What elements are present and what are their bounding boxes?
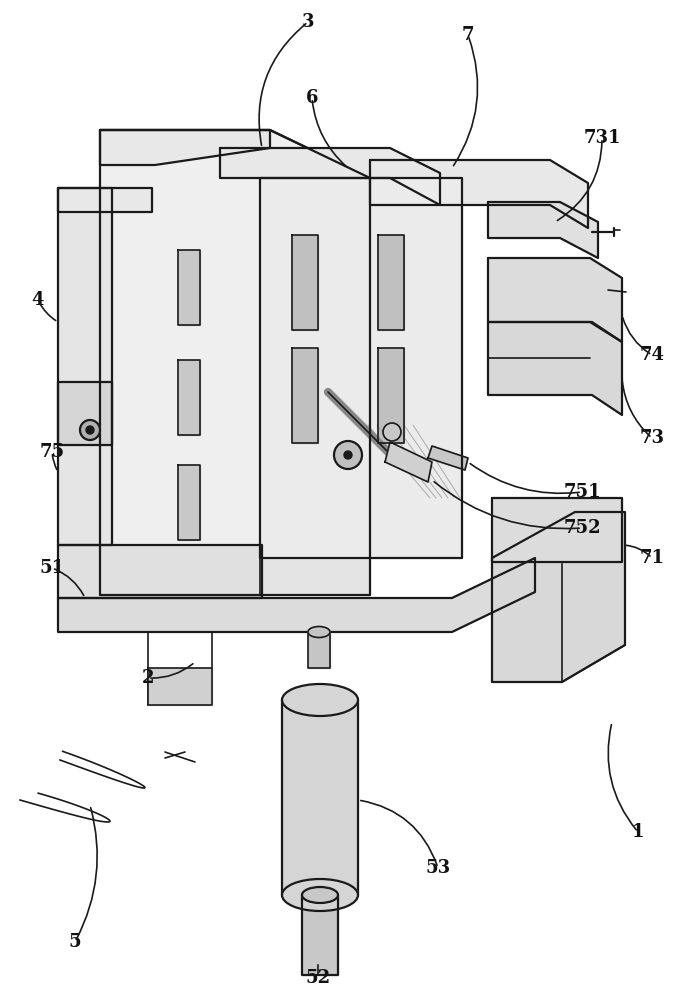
Polygon shape: [378, 348, 404, 443]
Polygon shape: [58, 382, 112, 445]
Polygon shape: [292, 348, 318, 443]
Text: 3: 3: [302, 13, 314, 31]
Circle shape: [86, 426, 94, 434]
Text: 751: 751: [563, 483, 601, 501]
Polygon shape: [148, 668, 212, 705]
Polygon shape: [58, 188, 112, 545]
Polygon shape: [488, 202, 598, 258]
Polygon shape: [282, 700, 358, 895]
Polygon shape: [100, 130, 370, 595]
Ellipse shape: [282, 879, 358, 911]
Text: 75: 75: [40, 443, 65, 461]
Polygon shape: [492, 498, 622, 562]
Circle shape: [334, 441, 362, 469]
Polygon shape: [260, 178, 370, 595]
Polygon shape: [302, 895, 338, 975]
Text: 71: 71: [640, 549, 665, 567]
Text: 2: 2: [142, 669, 154, 687]
Polygon shape: [378, 235, 404, 330]
Polygon shape: [308, 632, 330, 668]
Polygon shape: [292, 235, 318, 330]
Text: 6: 6: [306, 89, 318, 107]
Ellipse shape: [302, 887, 338, 903]
Text: 53: 53: [425, 859, 450, 877]
Circle shape: [383, 423, 401, 441]
Polygon shape: [488, 258, 622, 342]
Circle shape: [80, 420, 100, 440]
Ellipse shape: [308, 626, 330, 638]
Polygon shape: [58, 188, 152, 212]
Polygon shape: [58, 545, 262, 598]
Text: 7: 7: [462, 26, 474, 44]
Circle shape: [344, 451, 352, 459]
Ellipse shape: [282, 684, 358, 716]
Polygon shape: [178, 360, 200, 435]
Text: 52: 52: [305, 969, 330, 987]
Text: 731: 731: [583, 129, 621, 147]
Polygon shape: [178, 465, 200, 540]
Text: 752: 752: [563, 519, 601, 537]
Polygon shape: [260, 178, 462, 558]
Polygon shape: [370, 160, 588, 228]
Polygon shape: [488, 322, 622, 415]
Polygon shape: [492, 512, 625, 682]
Polygon shape: [220, 148, 440, 205]
Polygon shape: [428, 446, 468, 470]
Polygon shape: [178, 250, 200, 325]
Text: 5: 5: [69, 933, 82, 951]
Polygon shape: [385, 442, 432, 482]
Text: 1: 1: [632, 823, 644, 841]
Text: 4: 4: [32, 291, 44, 309]
Polygon shape: [100, 130, 270, 165]
Polygon shape: [58, 558, 535, 632]
Text: 74: 74: [640, 346, 665, 364]
Text: 73: 73: [640, 429, 665, 447]
Text: 51: 51: [40, 559, 65, 577]
